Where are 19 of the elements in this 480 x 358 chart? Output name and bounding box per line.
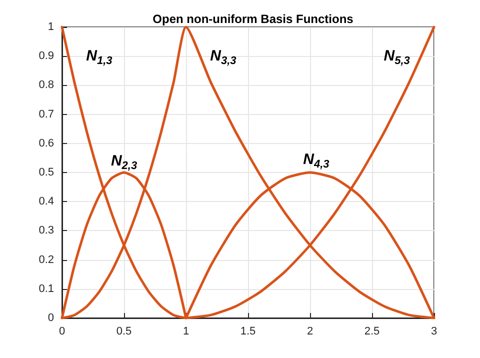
y-tick-label: 0.3 <box>38 224 54 237</box>
y-tick-label: 0.9 <box>38 50 54 62</box>
x-tick-label: 1.5 <box>240 326 256 338</box>
x-tick-label: 0 <box>58 326 66 338</box>
x-tick-label: 0.5 <box>116 326 132 338</box>
y-tick-label: 1 <box>48 21 54 33</box>
y-tick-label: 0.2 <box>38 254 54 266</box>
x-tick-label: 2.5 <box>364 326 380 338</box>
x-tick-label: 1 <box>182 326 190 338</box>
y-tick-label: 0.1 <box>38 282 54 295</box>
y-tick-label: 0.6 <box>38 137 54 150</box>
y-tick-label: 0 <box>48 312 54 324</box>
y-tick-label: 0.5 <box>38 166 54 178</box>
y-tick-label: 0.7 <box>38 108 54 120</box>
chart-title: Open non-uniform Basis Functions <box>152 12 354 26</box>
y-tick-label: 0.8 <box>38 79 54 92</box>
x-tick-label: 2 <box>306 326 314 338</box>
y-tick-label: 0.4 <box>38 196 54 208</box>
x-tick-label: 3 <box>430 326 438 338</box>
